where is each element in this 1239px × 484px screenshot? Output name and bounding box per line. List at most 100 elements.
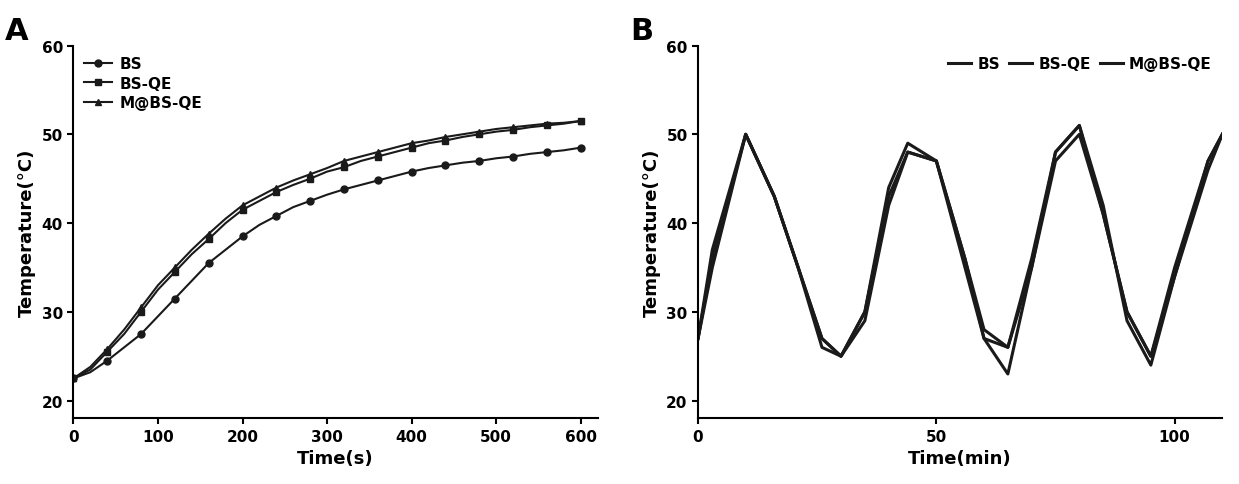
BS <box>705 265 720 271</box>
BS-QE <box>472 132 487 138</box>
M@BS-QE <box>388 145 403 151</box>
BS-QE <box>286 182 301 188</box>
M@BS-QE <box>705 247 720 253</box>
M@BS-QE <box>1167 274 1182 280</box>
M@BS-QE <box>116 327 131 333</box>
BS <box>66 376 81 381</box>
Y-axis label: Temperature(°C): Temperature(°C) <box>19 149 36 317</box>
BS <box>116 345 131 350</box>
M@BS-QE <box>302 172 317 178</box>
BS-QE <box>929 159 944 165</box>
BS-QE <box>767 194 782 200</box>
M@BS-QE <box>1201 159 1215 165</box>
BS-QE <box>738 132 753 138</box>
BS-QE <box>790 265 805 271</box>
M@BS-QE <box>506 125 520 131</box>
M@BS-QE <box>1215 132 1230 138</box>
BS-QE <box>690 336 705 342</box>
M@BS-QE <box>901 141 916 147</box>
BS <box>1167 274 1182 280</box>
M@BS-QE <box>320 166 335 172</box>
BS <box>472 159 487 165</box>
BS-QE <box>506 128 520 134</box>
BS <box>958 256 973 262</box>
BS <box>523 151 538 157</box>
BS <box>235 234 250 240</box>
X-axis label: Time(min): Time(min) <box>908 450 1012 468</box>
M@BS-QE <box>421 138 436 144</box>
M@BS-QE <box>286 178 301 184</box>
BS-QE <box>337 165 352 171</box>
M@BS-QE <box>404 141 419 147</box>
BS-QE <box>83 367 98 373</box>
BS-QE <box>185 252 199 257</box>
BS-QE <box>1000 345 1015 350</box>
BS-QE <box>134 309 149 315</box>
BS-QE <box>150 287 165 293</box>
BS <box>134 332 149 337</box>
BS <box>901 150 916 156</box>
BS-QE <box>370 154 385 160</box>
M@BS-QE <box>738 132 753 138</box>
M@BS-QE <box>767 194 782 200</box>
M@BS-QE <box>370 150 385 156</box>
M@BS-QE <box>1095 203 1110 209</box>
Legend: BS, BS-QE, M@BS-QE: BS, BS-QE, M@BS-QE <box>945 54 1214 75</box>
BS-QE <box>1120 309 1135 315</box>
BS-QE <box>1025 256 1040 262</box>
BS-QE <box>539 123 554 129</box>
BS <box>814 336 829 342</box>
Line: BS: BS <box>69 145 585 382</box>
BS <box>320 192 335 198</box>
M@BS-QE <box>690 336 705 342</box>
BS-QE <box>116 332 131 337</box>
M@BS-QE <box>1144 363 1158 368</box>
BS <box>83 369 98 375</box>
Line: M@BS-QE: M@BS-QE <box>698 126 1223 374</box>
BS <box>489 156 504 162</box>
Line: M@BS-QE: M@BS-QE <box>69 118 585 382</box>
BS-QE <box>814 336 829 342</box>
M@BS-QE <box>134 305 149 311</box>
M@BS-QE <box>201 231 216 237</box>
M@BS-QE <box>556 121 571 126</box>
M@BS-QE <box>857 309 872 315</box>
Line: BS: BS <box>698 135 1223 357</box>
BS-QE <box>556 121 571 127</box>
BS <box>1000 345 1015 350</box>
M@BS-QE <box>455 132 470 138</box>
M@BS-QE <box>958 265 973 271</box>
M@BS-QE <box>66 376 81 381</box>
BS-QE <box>1048 150 1063 156</box>
M@BS-QE <box>834 354 849 360</box>
Text: A: A <box>5 16 28 45</box>
BS <box>1215 132 1230 138</box>
M@BS-QE <box>218 216 233 222</box>
BS <box>353 182 368 188</box>
M@BS-QE <box>150 283 165 288</box>
M@BS-QE <box>1048 150 1063 156</box>
BS-QE <box>353 159 368 165</box>
M@BS-QE <box>353 154 368 160</box>
BS-QE <box>1167 265 1182 271</box>
BS-QE <box>421 141 436 147</box>
BS <box>690 336 705 342</box>
BS <box>421 166 436 172</box>
BS <box>834 354 849 360</box>
BS-QE <box>489 129 504 135</box>
BS <box>252 223 266 228</box>
BS <box>388 174 403 180</box>
BS <box>302 198 317 204</box>
M@BS-QE <box>790 265 805 271</box>
BS <box>455 161 470 166</box>
BS-QE <box>857 309 872 315</box>
M@BS-QE <box>929 159 944 165</box>
M@BS-QE <box>235 203 250 209</box>
M@BS-QE <box>472 129 487 135</box>
Line: BS-QE: BS-QE <box>69 118 585 382</box>
BS <box>167 296 182 302</box>
M@BS-QE <box>539 121 554 127</box>
BS-QE <box>302 176 317 182</box>
BS <box>100 358 115 364</box>
BS <box>201 260 216 266</box>
